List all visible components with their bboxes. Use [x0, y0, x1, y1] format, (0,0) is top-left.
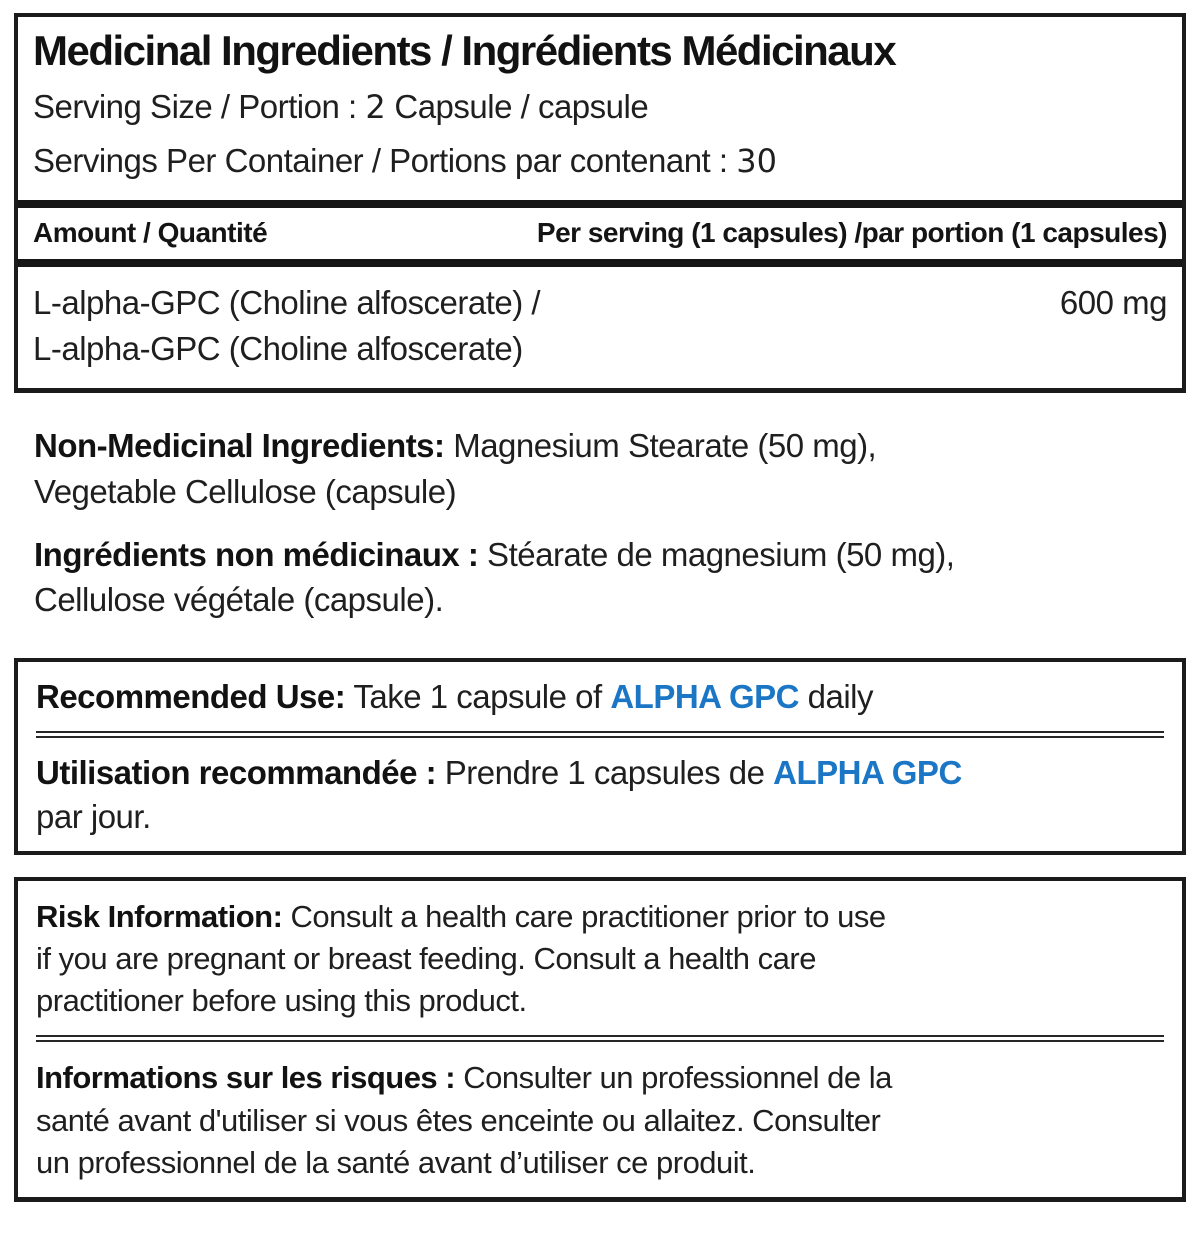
ingredient-name: L-alpha-GPC (Choline alfoscerate) / L-al… [33, 284, 541, 368]
risk-information-box: Risk Information: Consult a health care … [14, 876, 1186, 1202]
recommended-use-en: Recommended Use: Take 1 capsule of ALPHA… [36, 675, 1164, 720]
panel-title: Medicinal Ingredients / Ingrédients Médi… [33, 27, 897, 74]
risk-information-en: Risk Information: Consult a health care … [36, 896, 1164, 1022]
risk-box-divider [36, 1035, 1164, 1043]
recommended-use-fr-post: par jour. [36, 798, 151, 836]
recommended-use-en-post: daily [798, 678, 874, 716]
risk-information-en-text: Consult a health care practitioner prior… [36, 898, 886, 1019]
risk-information-fr-label: Informations sur les risques : [36, 1060, 456, 1096]
recommended-use-fr: Utilisation recommandée : Prendre 1 caps… [36, 751, 1164, 840]
servings-per-container-line: Servings Per Container / Portions par co… [33, 138, 1167, 184]
supplement-label: Medicinal Ingredients / Ingrédients Médi… [14, 13, 1186, 1202]
serving-size-label: Serving Size / Portion : [33, 88, 357, 126]
ingredient-amount: 600 mg [1059, 284, 1168, 322]
table-header-per-serving: Per serving (1 capsules) /par portion (1… [536, 217, 1168, 249]
risk-information-en-label: Risk Information: [36, 898, 283, 934]
table-header-row: Amount / Quantité Per serving (1 capsule… [18, 208, 1182, 259]
servings-per-container-label: Servings Per Container / Portions par co… [33, 141, 728, 179]
table-header-amount: Amount / Quantité [33, 217, 268, 249]
brand-name: ALPHA GPC [610, 678, 799, 716]
medicinal-ingredients-panel: Medicinal Ingredients / Ingrédients Médi… [14, 13, 1186, 394]
non-medicinal-en-label: Non-Medicinal Ingredients: [34, 427, 445, 465]
non-medicinal-fr-label: Ingrédients non médicinaux : [34, 535, 479, 573]
serving-size-unit: Capsule / capsule [394, 88, 649, 126]
serving-size-value: 2 [365, 88, 386, 127]
serving-size-line: Serving Size / Portion : 2 Capsule / cap… [33, 84, 1167, 130]
servings-per-container-value: 30 [736, 141, 777, 180]
risk-information-fr-text: Consulter un professionnel de la santé a… [36, 1060, 892, 1180]
non-medicinal-en: Non-Medicinal Ingredients: Magnesium Ste… [34, 423, 1166, 513]
recommended-use-box: Recommended Use: Take 1 capsule of ALPHA… [14, 658, 1186, 855]
use-box-divider [36, 730, 1164, 738]
table-rule-top [18, 200, 1182, 209]
brand-name: ALPHA GPC [773, 753, 962, 791]
non-medicinal-fr: Ingrédients non médicinaux : Stéarate de… [34, 532, 1166, 622]
non-medicinal-en-text: Magnesium Stearate (50 mg), Vegetable Ce… [34, 427, 877, 510]
recommended-use-en-label: Recommended Use: [36, 678, 346, 716]
recommended-use-fr-pre: Prendre 1 capsules de [436, 753, 774, 791]
non-medicinal-fr-text: Stéarate de magnesium (50 mg), Cellulose… [34, 535, 955, 619]
recommended-use-fr-label: Utilisation recommandée : [36, 753, 437, 791]
table-row: L-alpha-GPC (Choline alfoscerate) / L-al… [18, 267, 1182, 388]
recommended-use-en-pre: Take 1 capsule of [345, 678, 611, 716]
risk-information-fr: Informations sur les risques : Consulter… [36, 1057, 1164, 1183]
table-rule-bottom [18, 259, 1182, 268]
